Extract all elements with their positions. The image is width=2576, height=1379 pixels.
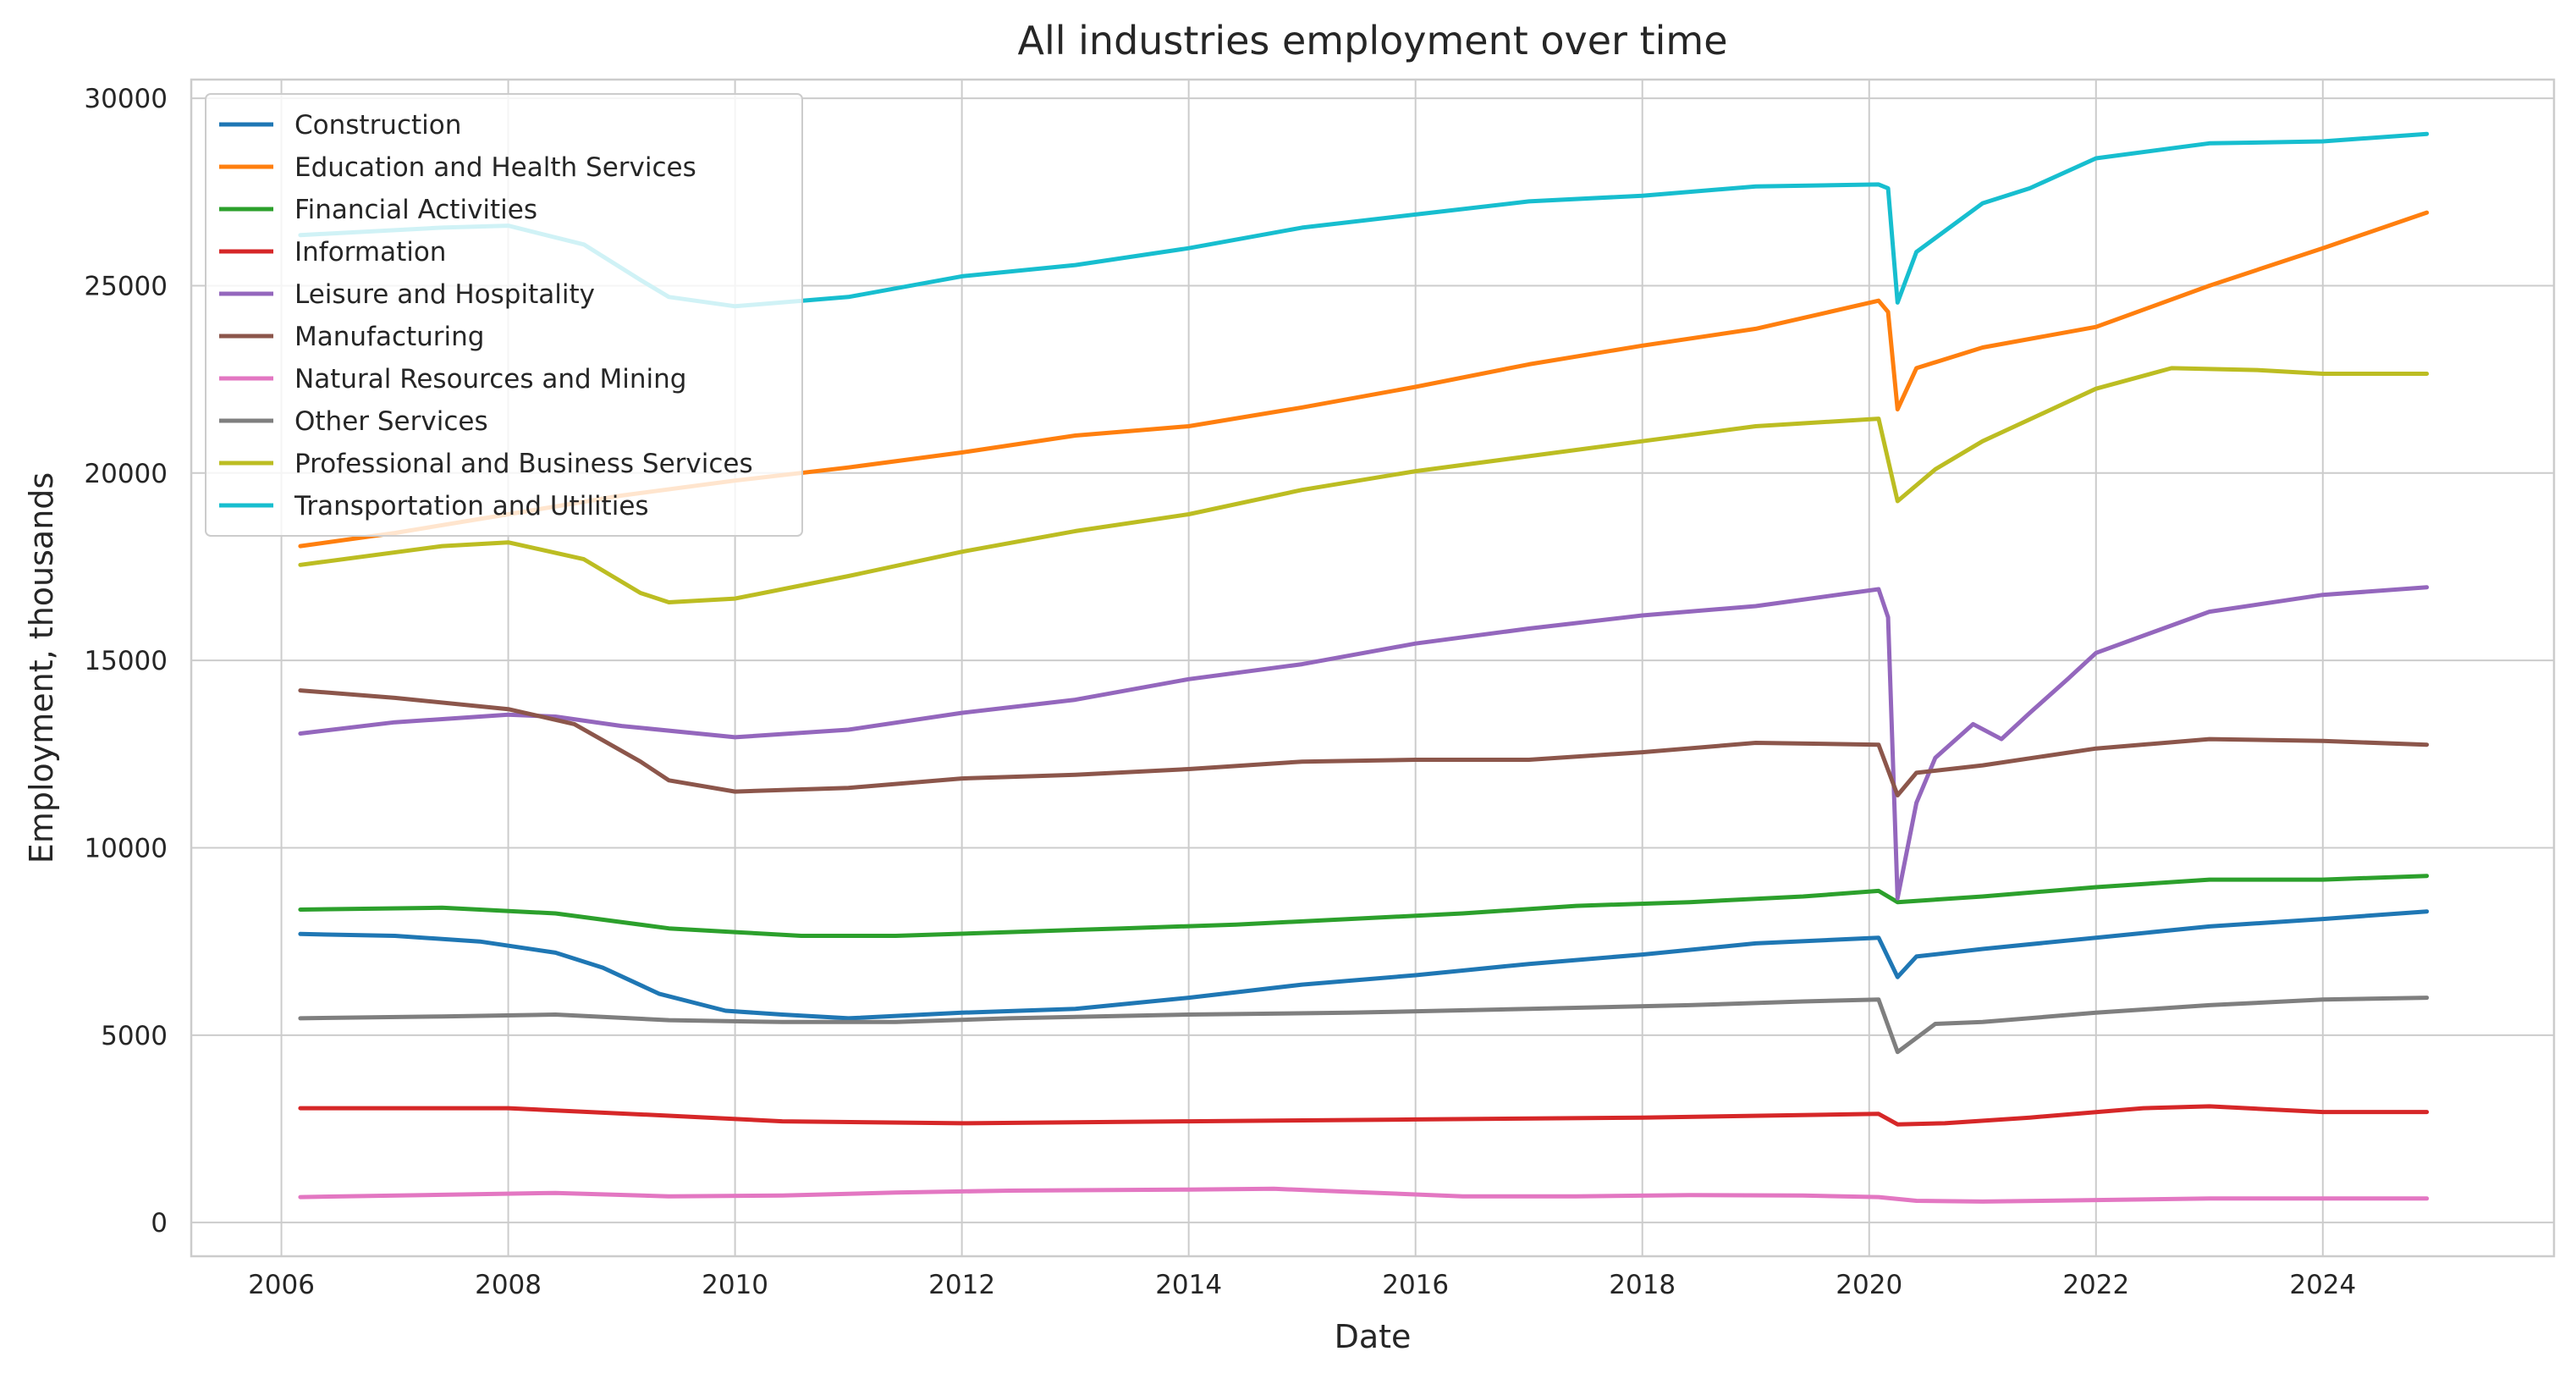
series-line-professional-and-business-services xyxy=(298,366,2430,604)
x-tick-label: 2012 xyxy=(928,1270,995,1300)
tick-labels: 2006 2008 2010 2012 2014 2016 2018 2020 2022 2024… xyxy=(84,84,2356,1300)
series-line-construction xyxy=(298,909,2430,1021)
plot-frame xyxy=(190,78,2556,1258)
x-tick-label: 2024 xyxy=(2289,1270,2356,1300)
y-tick-label: 10000 xyxy=(84,833,168,863)
y-tick-label: 20000 xyxy=(84,459,168,489)
series-line-natural-resources-and-mining xyxy=(298,1186,2430,1204)
grid xyxy=(191,80,2554,1256)
y-tick-label: 5000 xyxy=(101,1021,168,1051)
chart-title: All industries employment over time xyxy=(1017,18,1727,63)
legend: Construction Education and Health Service… xyxy=(205,93,803,537)
x-tick-label: 2006 xyxy=(248,1270,315,1300)
y-axis-label: Employment, thousands xyxy=(23,472,60,863)
x-tick-label: 2018 xyxy=(1609,1270,1676,1300)
x-tick-label: 2014 xyxy=(1155,1270,1222,1300)
x-tick-label: 2022 xyxy=(2062,1270,2129,1300)
x-tick-label: 2020 xyxy=(1836,1270,1902,1300)
legend-label: Construction xyxy=(294,110,461,141)
legend-box xyxy=(205,93,803,537)
series-lines xyxy=(298,131,2430,1204)
legend-label: Other Services xyxy=(294,406,488,437)
series-line-other-services xyxy=(298,996,2430,1055)
legend-label: Natural Resources and Mining xyxy=(294,364,687,394)
series-line-financial-activities xyxy=(298,874,2430,938)
legend-label: Education and Health Services xyxy=(294,152,696,183)
y-tick-label: 0 xyxy=(151,1208,168,1238)
legend-label: Manufacturing xyxy=(294,322,484,352)
legend-label: Information xyxy=(294,237,446,268)
series-line-information xyxy=(298,1104,2430,1127)
x-tick-label: 2016 xyxy=(1382,1270,1449,1300)
y-tick-label: 25000 xyxy=(84,271,168,301)
legend-label: Transportation and Utilities xyxy=(294,491,649,521)
legend-label: Financial Activities xyxy=(294,195,537,225)
x-tick-label: 2008 xyxy=(475,1270,542,1300)
series-line-manufacturing xyxy=(298,688,2430,797)
x-axis-label: Date xyxy=(1335,1318,1412,1355)
y-tick-label: 30000 xyxy=(84,84,168,114)
legend-label: Leisure and Hospitality xyxy=(294,279,595,310)
series-line-leisure-and-hospitality xyxy=(298,585,2430,901)
x-tick-label: 2010 xyxy=(702,1270,768,1300)
legend-label: Professional and Business Services xyxy=(294,449,753,479)
y-tick-label: 15000 xyxy=(84,646,168,676)
